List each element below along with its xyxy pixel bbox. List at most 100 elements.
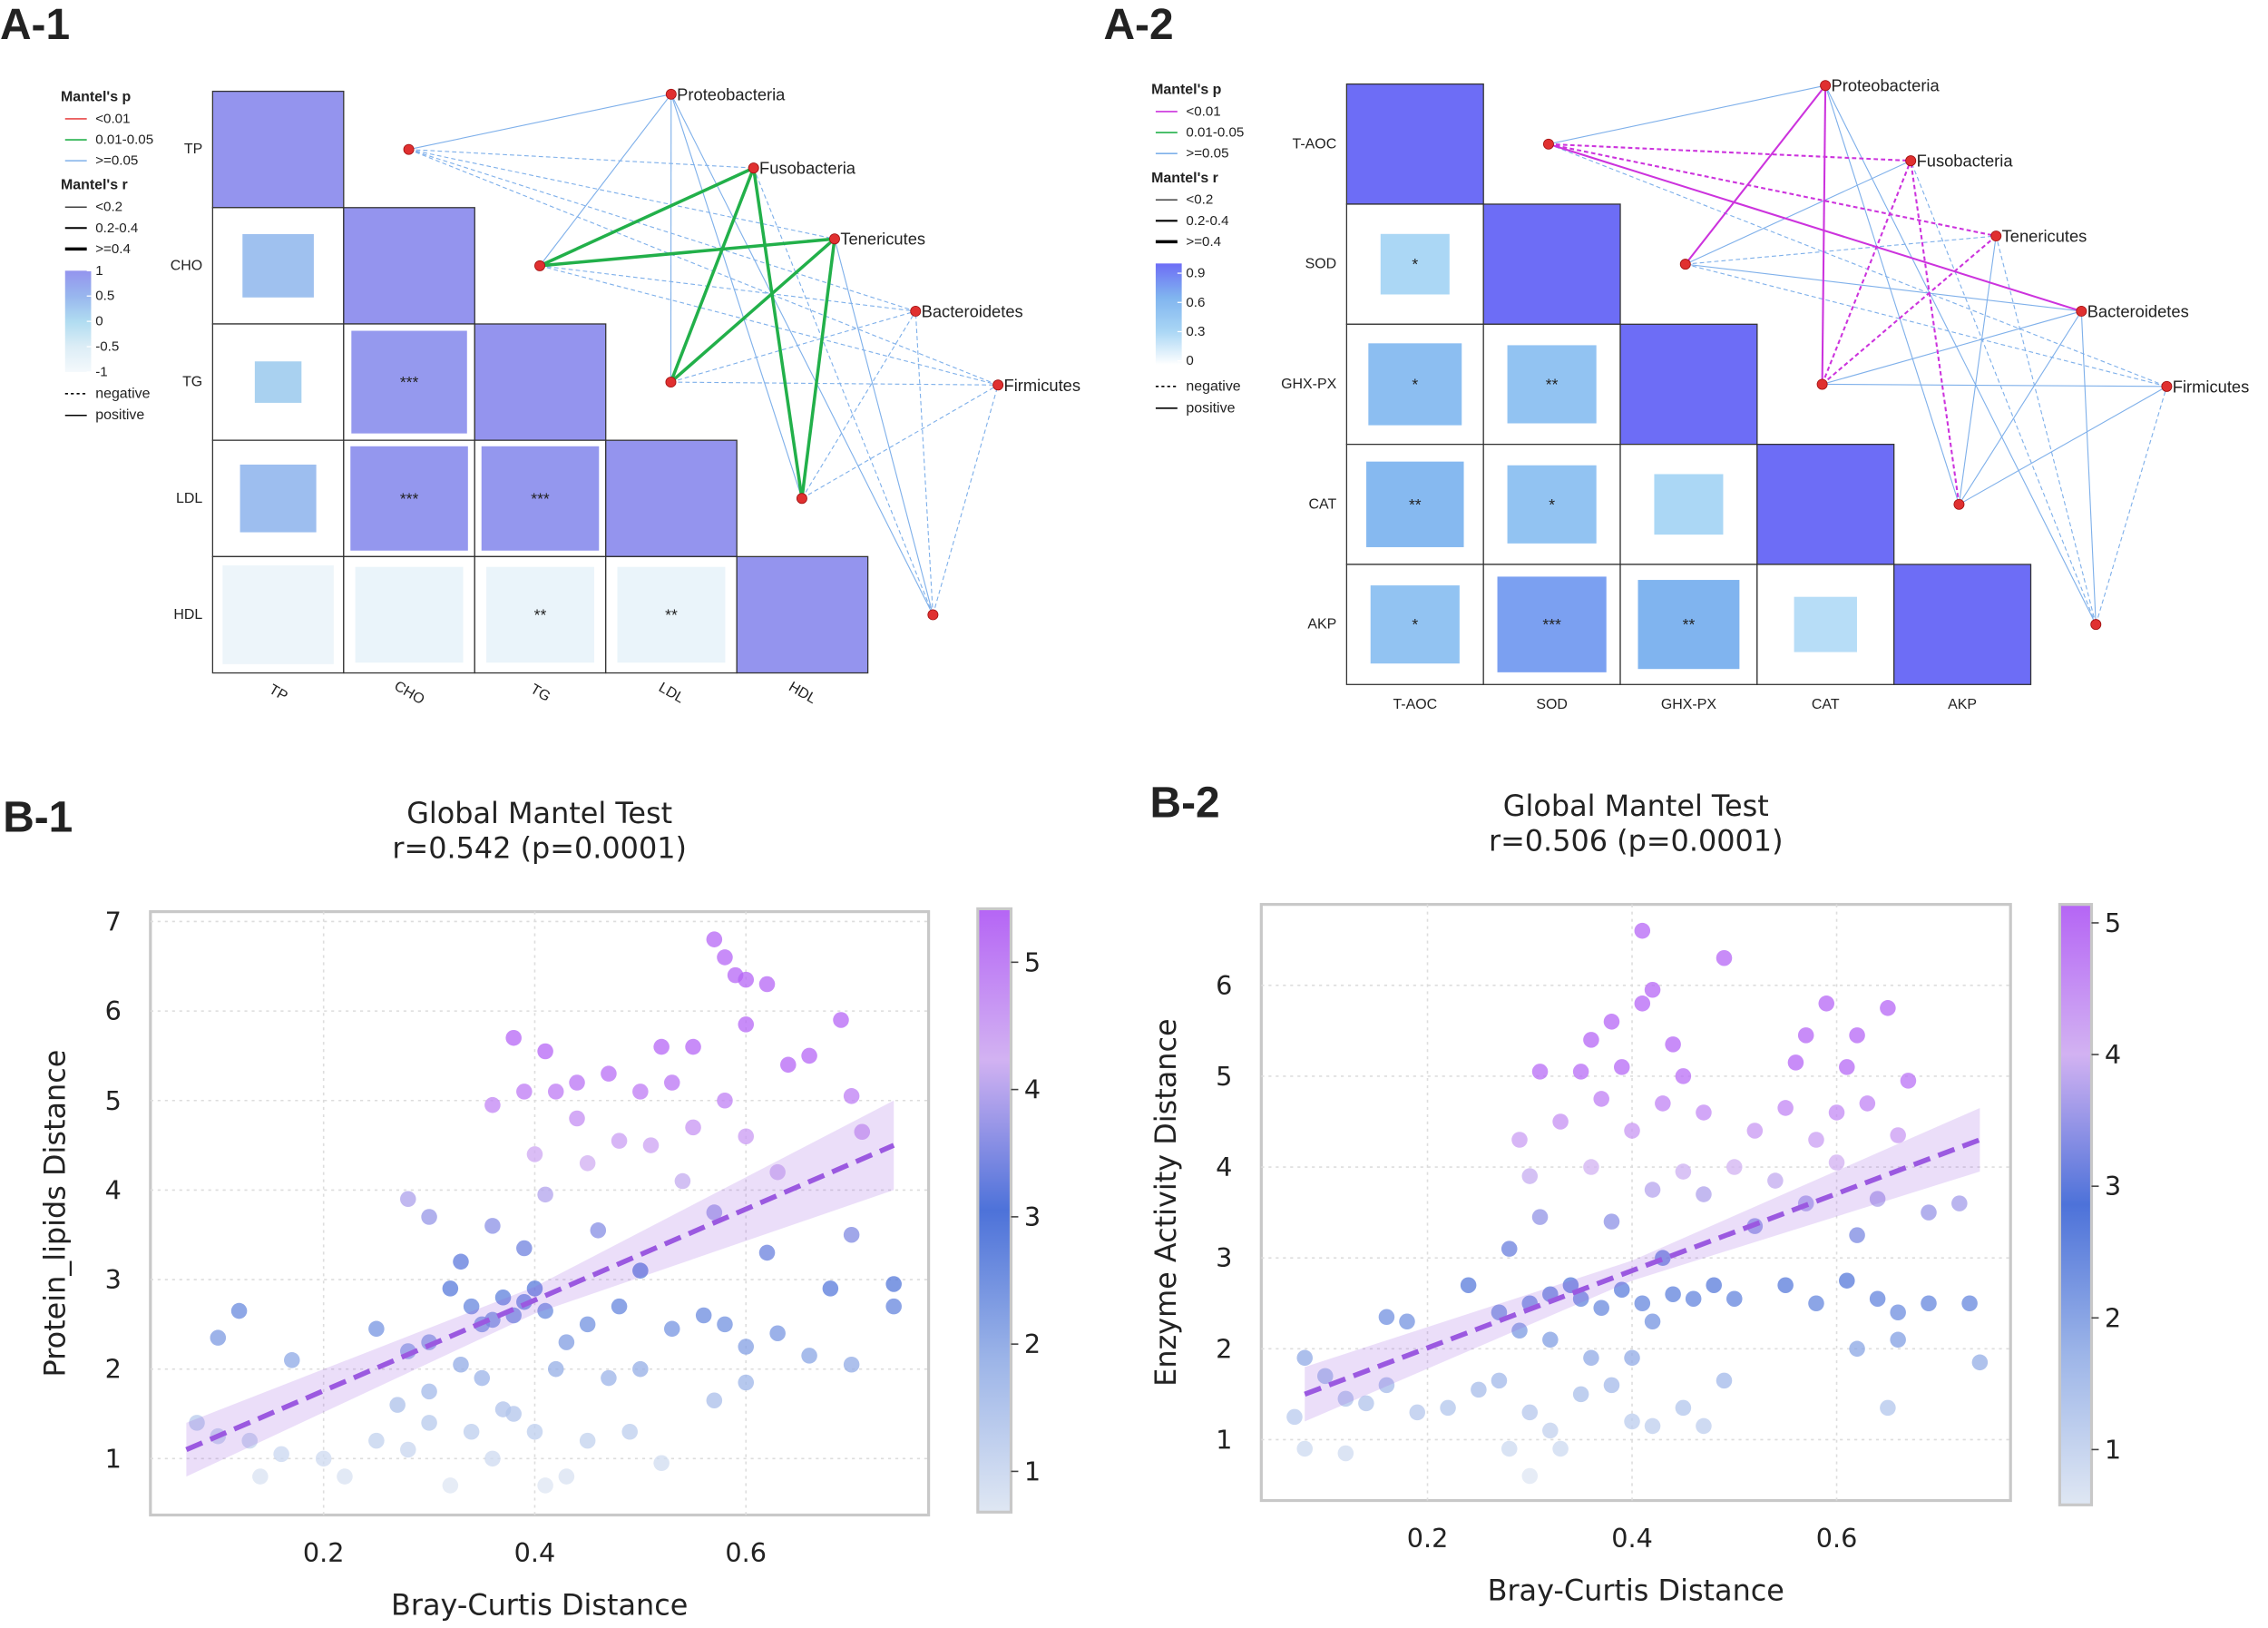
species-node: [665, 88, 677, 100]
legend-title: Mantel's p: [1151, 83, 1222, 98]
legend-label: 0.2-0.4: [1186, 213, 1228, 229]
heatmap-square: [355, 566, 464, 663]
legend-label: <0.2: [95, 200, 122, 215]
scatter-point: [189, 1415, 205, 1431]
scatter-point: [1613, 1059, 1630, 1075]
scatter-point: [1644, 1417, 1661, 1435]
mantel-edge: [914, 310, 934, 615]
mantel-edge: [408, 149, 754, 169]
colorbar-tick-label: 3: [1024, 1201, 1041, 1232]
colorbar-tick-label: 0.9: [1186, 266, 1205, 281]
scatter-point: [1552, 1113, 1569, 1130]
mantel-edge: [670, 237, 836, 384]
scatter-point: [505, 1406, 522, 1422]
mantel-edge: [669, 167, 756, 383]
scatter-point: [1378, 1309, 1395, 1326]
mantel-edge: [801, 310, 916, 499]
x-tick-label: 0.4: [514, 1537, 556, 1568]
column-label: AKP: [1948, 697, 1977, 712]
scatter-point: [547, 1084, 564, 1100]
scatter-point: [1890, 1127, 1906, 1143]
row-label: GHX-PX: [1281, 377, 1336, 392]
colorbar-tick-label: 4: [1024, 1074, 1041, 1105]
species-label: Bacteroidetes: [922, 301, 1023, 320]
significance-label: ***: [531, 489, 550, 507]
scatter-point: [421, 1383, 437, 1400]
mantel-edge: [1822, 310, 2082, 386]
heatmap-square: [481, 446, 600, 551]
scatter-point: [843, 1088, 860, 1104]
chart-subtitle: r=0.506 (p=0.0001): [1489, 823, 1784, 858]
significance-label: **: [1683, 615, 1696, 633]
heatmap-square: [1370, 585, 1460, 664]
scatter-point: [537, 1477, 553, 1494]
heatmap-cell: [605, 439, 738, 557]
column-label: HDL: [786, 680, 818, 708]
scatter-point: [611, 1298, 628, 1315]
scatter-point: [885, 1276, 902, 1292]
colorbar-tick-label: 5: [2105, 907, 2121, 938]
heatmap-square: [1794, 596, 1857, 652]
scatter-point: [1521, 1168, 1539, 1184]
panel-label: B-2: [1150, 780, 1220, 828]
scatter-point: [843, 1226, 860, 1243]
scatter-point: [484, 1311, 501, 1329]
scatter-point: [368, 1432, 385, 1449]
scatter-point: [833, 1012, 849, 1028]
scatter-point: [1542, 1331, 1559, 1348]
scatter-point: [632, 1084, 649, 1100]
legend-label: >=0.05: [95, 153, 138, 169]
scatter-point: [1665, 1036, 1681, 1053]
mantel-edge: [1822, 383, 2167, 387]
scatter-point: [1839, 1272, 1855, 1289]
scatter-point: [1716, 949, 1733, 966]
fit-line: [1304, 1137, 1981, 1397]
mantel-edge: [670, 93, 934, 615]
scatter-point: [1491, 1372, 1508, 1389]
scatter-point: [1675, 1163, 1692, 1180]
scatter-point: [706, 931, 723, 947]
scatter-point: [1921, 1204, 1937, 1221]
mantel-edge: [801, 384, 999, 499]
environment-node: [665, 377, 677, 388]
heatmap-square: [486, 566, 594, 663]
colorbar-tick-label: 3: [2105, 1171, 2121, 1201]
heatmap-cell: [211, 90, 345, 209]
scatter-point: [695, 1307, 712, 1324]
chart-title: Global Mantel Test: [1503, 789, 1769, 823]
row-label: AKP: [1307, 617, 1336, 633]
mantel-edge: [408, 93, 671, 151]
scatter-point: [1655, 1095, 1671, 1112]
heatmap-square: [1637, 580, 1740, 670]
species-label: Fusobacteria: [759, 159, 856, 178]
environment-node: [1542, 138, 1554, 150]
scatter-point: [1583, 1159, 1599, 1175]
significance-label: **: [534, 605, 547, 623]
scatter-point: [558, 1468, 575, 1485]
scatter-point: [252, 1468, 269, 1485]
scatter-point: [1501, 1440, 1518, 1457]
colorbar-tick-label: 0: [95, 314, 103, 329]
scatter-point: [505, 1029, 522, 1046]
heatmap-square: [1654, 474, 1724, 535]
significance-label: ***: [400, 489, 419, 507]
scatter-point: [1562, 1277, 1579, 1293]
scatter-point: [1624, 1349, 1640, 1367]
heatmap-square: [1368, 343, 1462, 426]
column-label: SOD: [1536, 697, 1568, 712]
scatter-point: [1501, 1241, 1518, 1257]
heatmap-square: [1507, 345, 1597, 424]
significance-label: **: [1546, 375, 1559, 393]
mantel-edge: [800, 239, 836, 499]
scatter-point: [1378, 1377, 1395, 1394]
mantel-edge: [1821, 235, 1997, 386]
mantel-edge: [408, 149, 999, 386]
mantel-edge: [1821, 160, 1912, 385]
scatter-point: [1296, 1440, 1313, 1457]
scatter-point: [453, 1356, 469, 1373]
column-label: GHX-PX: [1661, 697, 1716, 712]
scatter-point: [1839, 1059, 1855, 1075]
colorbar-tick-label: 1: [1024, 1456, 1041, 1486]
species-node: [1905, 155, 1917, 167]
